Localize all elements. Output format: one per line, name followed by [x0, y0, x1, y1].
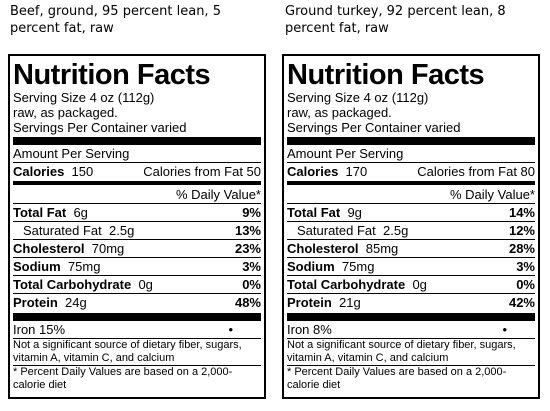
nutrient-name: Total Fat [287, 205, 341, 220]
calories-from-fat: Calories from Fat 50 [143, 164, 261, 179]
not-significant-note: Not a significant source of dietary fibe… [13, 338, 261, 365]
iron-row: Iron 15% • [13, 322, 261, 338]
nutrient-row: Protein 21g 42% [287, 293, 535, 311]
nutrient-row: Sodium 75mg 3% [287, 257, 535, 275]
nutrient-row: Cholesterol 85mg 28% [287, 239, 535, 257]
nutrient-dv: 0% [242, 277, 261, 292]
nutrient-amount: 85mg [365, 241, 399, 256]
thick-divider [13, 137, 261, 145]
nutrient-row: Total Fat 9g 14% [287, 203, 535, 221]
nutrition-label-turkey: Nutrition Facts Serving Size 4 oz (112g)… [282, 54, 540, 399]
servings-per-container: Servings Per Container varied [287, 120, 461, 135]
daily-value-header: % Daily Value* [175, 187, 261, 202]
nutrient-amount: 24g [65, 295, 87, 310]
nutrition-label-beef: Nutrition Facts Serving Size 4 oz (112g)… [8, 54, 266, 399]
nutrient-name: Sodium [287, 259, 335, 274]
nutrient-amount: 2.5g [383, 223, 409, 238]
serving-size: Serving Size 4 oz (112g) [13, 90, 155, 105]
nutrient-dv: 13% [234, 223, 261, 238]
nutrient-row: Total Carbohydrate 0g 0% [13, 275, 261, 293]
nutrient-amount: 70mg [91, 241, 125, 256]
bullet: • [228, 322, 233, 337]
nutrient-amount: 6g [73, 205, 88, 220]
label-title: Nutrition Facts [287, 59, 485, 91]
nutrient-row: Total Fat 6g 9% [13, 203, 261, 221]
nutrient-name: Cholesterol [13, 241, 85, 256]
caption-turkey: Ground turkey, 92 percent lean, 8 percen… [285, 4, 506, 36]
iron-row: Iron 8% • [287, 322, 535, 338]
nutrient-dv: 14% [508, 205, 535, 220]
nutrient-row: Protein 24g 48% [13, 293, 261, 311]
calories-from-fat: Calories from Fat 80 [417, 164, 535, 179]
nutrient-row: Total Carbohydrate 0g 0% [287, 275, 535, 293]
calories-value: 170 [345, 164, 368, 179]
nutrient-name: Saturated Fat [297, 223, 376, 238]
calories-row: Calories 170 Calories from Fat 80 [287, 162, 535, 180]
nutrient-dv: 3% [242, 259, 261, 274]
nutrient-dv: 23% [234, 241, 261, 256]
medium-divider [287, 181, 535, 185]
nutrient-name: Sodium [13, 259, 61, 274]
nutrient-dv: 28% [508, 241, 535, 256]
nutrient-name: Total Carbohydrate [13, 277, 132, 292]
calories-value: 150 [71, 164, 94, 179]
nutrient-row: Sodium 75mg 3% [13, 257, 261, 275]
thick-divider [287, 137, 535, 145]
footnote: * Percent Daily Values are based on a 2,… [287, 365, 535, 392]
nutrient-name: Protein [287, 295, 332, 310]
nutrient-amount: 0g [138, 277, 153, 292]
amount-per-serving: Amount Per Serving [287, 146, 404, 161]
nutrient-name: Total Carbohydrate [287, 277, 406, 292]
not-significant-note: Not a significant source of dietary fibe… [287, 338, 535, 365]
medium-divider [13, 181, 261, 185]
nutrient-amount: 9g [347, 205, 362, 220]
footnote: * Percent Daily Values are based on a 2,… [13, 365, 261, 392]
nutrient-name: Cholesterol [287, 241, 359, 256]
nutrient-row: Cholesterol 70mg 23% [13, 239, 261, 257]
nutrient-dv: 48% [234, 295, 261, 310]
nutrient-amount: 2.5g [109, 223, 135, 238]
nutrient-name: Protein [13, 295, 58, 310]
nutrient-name: Saturated Fat [23, 223, 102, 238]
iron-value: Iron 15% [13, 322, 66, 337]
caption-beef: Beef, ground, 95 percent lean, 5 percent… [10, 4, 221, 36]
calories-label: Calories [13, 164, 65, 179]
nutrient-dv: 12% [508, 223, 535, 238]
thick-divider [287, 313, 535, 321]
nutrient-dv: 9% [242, 205, 261, 220]
nutrient-row: Saturated Fat 2.5g 12% [287, 221, 535, 239]
raw-note: raw, as packaged. [287, 105, 392, 120]
label-title: Nutrition Facts [13, 59, 211, 91]
thick-divider [13, 313, 261, 321]
nutrient-amount: 0g [412, 277, 427, 292]
nutrient-row: Saturated Fat 2.5g 13% [13, 221, 261, 239]
nutrient-amount: 75mg [341, 259, 375, 274]
nutrient-amount: 21g [339, 295, 361, 310]
iron-value: Iron 8% [287, 322, 332, 337]
serving-size: Serving Size 4 oz (112g) [287, 90, 429, 105]
nutrient-dv: 42% [508, 295, 535, 310]
amount-per-serving: Amount Per Serving [13, 146, 130, 161]
nutrient-dv: 0% [516, 277, 535, 292]
nutrient-dv: 3% [516, 259, 535, 274]
nutrient-amount: 75mg [67, 259, 101, 274]
calories-row: Calories 150 Calories from Fat 50 [13, 162, 261, 180]
raw-note: raw, as packaged. [13, 105, 118, 120]
nutrient-name: Total Fat [13, 205, 67, 220]
daily-value-header: % Daily Value* [449, 187, 535, 202]
bullet: • [502, 322, 507, 337]
servings-per-container: Servings Per Container varied [13, 120, 187, 135]
calories-label: Calories [287, 164, 339, 179]
